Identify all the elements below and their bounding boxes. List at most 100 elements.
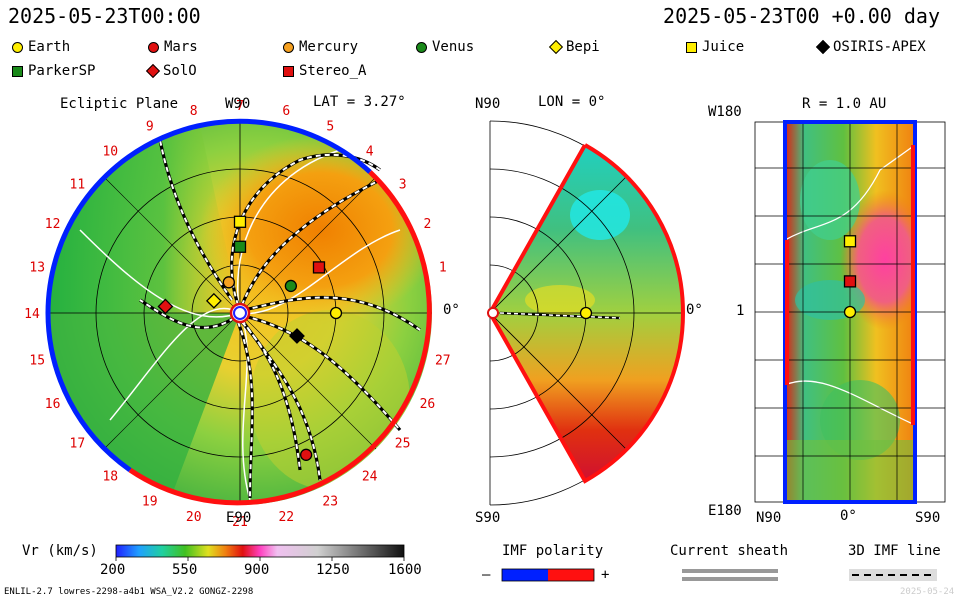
legend-label: Mercury	[299, 39, 359, 55]
longitude-label: 2	[423, 217, 431, 232]
imf-polarity-label: IMF polarity	[502, 543, 604, 559]
colorbar-tick-label: 200	[100, 562, 126, 578]
ecliptic-plane-panel	[45, 118, 432, 506]
longitude-label: 22	[278, 510, 294, 525]
ecliptic-marker-parkersp	[233, 240, 247, 253]
meridional-top-label: N90	[475, 96, 501, 112]
ecliptic-marker-osiris-apex	[289, 328, 305, 344]
longitude-label: 1	[439, 261, 447, 276]
ecliptic-marker-solo	[157, 298, 174, 315]
header-right-time: 2025-05-23T00 +0.00 day	[663, 4, 940, 28]
longitude-label: 14	[24, 307, 40, 322]
current-sheath-label: Current sheath	[670, 543, 789, 559]
meridional-right-label: 0°	[686, 302, 703, 318]
colorbar	[115, 544, 405, 558]
longitude-label: 6	[282, 104, 290, 119]
colorbar-tick-label: 550	[172, 562, 198, 578]
legend-label: Stereo_A	[299, 63, 367, 79]
ecliptic-lat: LAT = 3.27°	[313, 94, 406, 110]
imf-plus: +	[601, 567, 610, 583]
radial-r-label: R = 1.0 AU	[802, 96, 887, 112]
meridional-marker-earth	[579, 306, 593, 320]
colorbar-tick-label: 1600	[388, 562, 422, 578]
legend-item-parkersp: ParkerSP	[12, 63, 95, 79]
legend-label: Bepi	[566, 39, 600, 55]
legend-item-mars: Mars	[148, 39, 198, 55]
circle-marker-icon	[148, 41, 159, 53]
longitude-label: 26	[420, 397, 436, 412]
longitude-label: 3	[399, 177, 407, 192]
current-sheath-swatch	[682, 569, 778, 573]
imf-negative-swatch	[502, 569, 548, 581]
longitude-label: 20	[186, 510, 202, 525]
radial-bottom-left: E180	[708, 503, 742, 519]
colorbar-label: Vr (km/s)	[22, 543, 98, 559]
ecliptic-bottom-label: E90	[226, 510, 252, 526]
colorbar-tick-label: 1250	[316, 562, 350, 578]
ecliptic-marker-stereo-a	[312, 261, 326, 274]
longitude-label: 4	[366, 144, 374, 159]
header-left-time: 2025-05-23T00:00	[8, 4, 201, 28]
colorbar-tick-label: 900	[244, 562, 270, 578]
longitude-label: 9	[146, 120, 154, 135]
longitude-label: 24	[362, 470, 378, 485]
ecliptic-marker-earth	[329, 306, 343, 320]
longitude-label: 12	[45, 217, 61, 232]
radial-marker-stereo-a	[843, 275, 857, 288]
longitude-label: 23	[322, 494, 338, 509]
longitude-label: 27	[435, 353, 451, 368]
longitude-label: 18	[102, 470, 118, 485]
legend-item-bepi: Bepi	[548, 39, 600, 55]
footer-left: ENLIL-2.7 lowres-2298-a4b1 WSA_V2.2 GONG…	[4, 587, 254, 597]
longitude-label: 5	[326, 120, 334, 135]
longitude-label: 11	[70, 177, 86, 192]
ecliptic-marker-mars	[299, 448, 313, 461]
imf-3d-label: 3D IMF line	[848, 543, 941, 559]
legend-item-earth: Earth	[12, 39, 70, 55]
meridional-lon: LON = 0°	[538, 94, 606, 110]
legend-item-stereo-a: Stereo_A	[283, 63, 366, 79]
legend-item-mercury: Mercury	[283, 39, 358, 55]
body-markers	[157, 215, 857, 461]
longitude-label: 15	[29, 353, 45, 368]
longitude-label: 25	[395, 437, 411, 452]
longitude-label: 21	[232, 515, 248, 530]
legend-label: Juice	[702, 39, 745, 55]
meridional-bottom-label: S90	[475, 510, 501, 526]
legend-item-venus: Venus	[416, 39, 474, 55]
imf-minus: –	[482, 567, 491, 583]
ecliptic-right-label: 0°	[443, 302, 460, 318]
circle-marker-icon	[416, 41, 427, 53]
legend-label: Earth	[28, 39, 71, 55]
radial-bottom-c: 0°	[840, 508, 857, 524]
square-marker-icon	[283, 65, 294, 77]
longitude-label: 8	[190, 104, 198, 119]
legend-item-osiris-apex: OSIRIS-APEX	[815, 39, 926, 55]
legend-label: OSIRIS-APEX	[833, 39, 926, 55]
circle-marker-icon	[283, 41, 294, 53]
longitude-label: 13	[29, 261, 45, 276]
longitude-label: 19	[142, 494, 158, 509]
legend-item-juice: Juice	[686, 39, 744, 55]
ecliptic-top-label: W90	[225, 96, 251, 112]
longitude-label: 7	[236, 99, 244, 114]
longitude-label: 17	[70, 437, 86, 452]
longitude-label: 16	[45, 397, 61, 412]
legend-label: Venus	[432, 39, 475, 55]
longitude-label: 10	[102, 144, 118, 159]
circle-marker-icon	[12, 41, 23, 53]
ecliptic-marker-venus	[284, 279, 298, 293]
ecliptic-marker-juice	[233, 215, 247, 228]
radial-top-left: W180	[708, 104, 742, 120]
ecliptic-marker-bepi	[205, 292, 222, 309]
ecliptic-title: Ecliptic Plane	[60, 96, 179, 112]
square-marker-icon	[686, 41, 697, 53]
legend-label: SolO	[163, 63, 197, 79]
radial-bottom-l: N90	[756, 510, 782, 526]
footer-right: 2025-05-24	[900, 587, 955, 597]
legend-item-solo: SolO	[145, 63, 197, 79]
radial-marker-earth	[843, 305, 857, 319]
radial-marker-juice	[843, 235, 857, 248]
